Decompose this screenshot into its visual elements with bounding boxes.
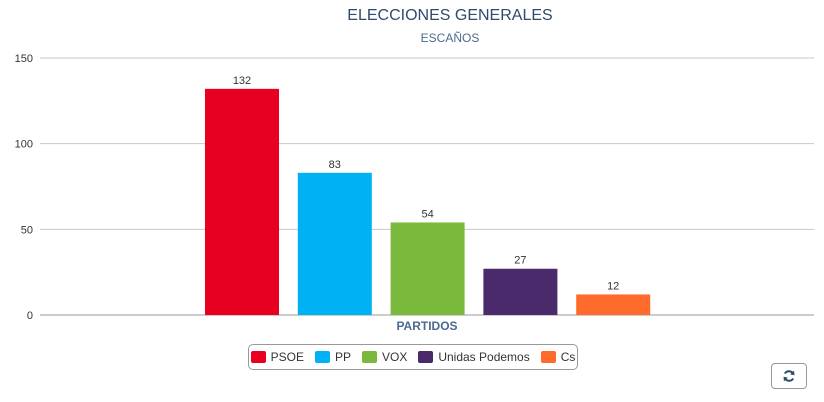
data-label: 27 [514, 255, 526, 267]
bar-vox[interactable] [390, 222, 465, 315]
reload-button[interactable] [771, 363, 807, 389]
legend-item[interactable]: VOX [361, 350, 408, 364]
legend-label: Unidas Podemos [438, 350, 530, 364]
y-tick-label: 0 [27, 310, 33, 322]
legend-swatch [361, 351, 377, 363]
legend-swatch [540, 351, 556, 363]
bar-psoe[interactable] [205, 88, 279, 315]
x-axis-label: PARTIDOS [396, 319, 457, 333]
legend-swatch [314, 351, 330, 363]
chart-subtitle: ESCAÑOS [420, 31, 480, 45]
legend-item[interactable]: Cs [540, 350, 576, 364]
legend-item[interactable]: PSOE [250, 350, 304, 364]
data-label: 83 [329, 159, 341, 171]
y-tick-label: 100 [15, 139, 33, 151]
data-label: 54 [421, 208, 433, 220]
legend-label: PSOE [270, 350, 304, 364]
y-tick-label: 150 [15, 53, 33, 65]
refresh-icon [783, 370, 795, 382]
legend-label: PP [334, 350, 351, 364]
y-tick-label: 50 [21, 224, 33, 236]
legend-item[interactable]: PP [314, 350, 351, 364]
legend-item[interactable]: Unidas Podemos [418, 350, 530, 364]
chart-title: ELECCIONES GENERALES [347, 7, 553, 24]
legend-label: Cs [560, 350, 576, 364]
legend-swatch [418, 351, 434, 363]
data-label: 132 [233, 75, 251, 87]
data-label: 12 [607, 280, 619, 292]
bar-cs[interactable] [576, 294, 651, 315]
chart-legend: PSOE PP VOX Unidas Podemos Cs [248, 344, 578, 370]
legend-label: VOX [381, 350, 408, 364]
bar-unidas-podemos[interactable] [483, 268, 558, 315]
bar-pp[interactable] [297, 172, 372, 315]
legend-swatch [250, 351, 266, 363]
